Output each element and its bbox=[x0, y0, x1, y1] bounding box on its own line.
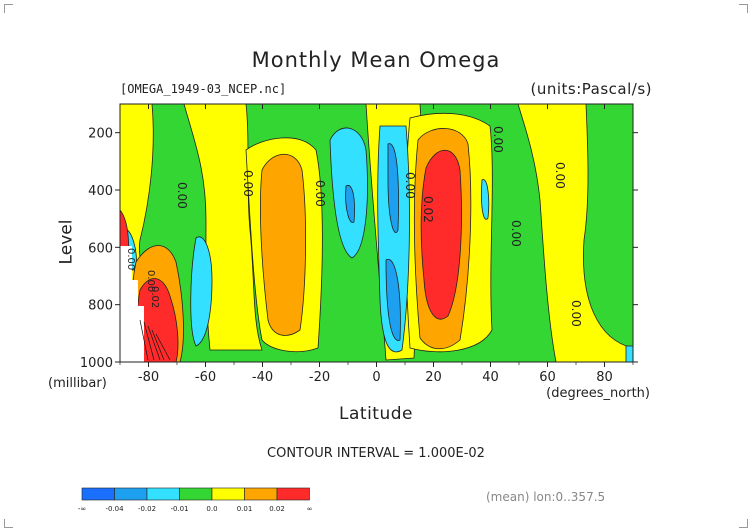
x-axis-unit: (degrees_north) bbox=[546, 386, 650, 401]
x-tick-label: 40 bbox=[482, 370, 499, 385]
file-label: [OMEGA_1949-03_NCEP.nc] bbox=[120, 82, 287, 96]
x-tick-label: -80 bbox=[138, 370, 159, 385]
contour-label: 0.00 bbox=[403, 172, 417, 199]
region-blue-equator-b bbox=[387, 143, 399, 233]
contour-label: 0.02 bbox=[149, 286, 160, 308]
y-tick-label: 800 bbox=[88, 299, 113, 314]
y-tick-label: 600 bbox=[88, 241, 113, 256]
chart-title: Monthly Mean Omega bbox=[251, 48, 501, 72]
contour-label: 0.00 bbox=[509, 220, 523, 247]
crop-mark-bottom-left bbox=[4, 519, 13, 528]
contour-interval-label: CONTOUR INTERVAL = 1.000E-02 bbox=[267, 446, 485, 461]
colorbar-swatch bbox=[146, 487, 180, 501]
colorbar-label: -∞ bbox=[78, 505, 86, 513]
region-orange-subtropics-south bbox=[260, 153, 307, 336]
colorbar-swatch bbox=[244, 487, 278, 501]
colorbar-swatch bbox=[179, 487, 213, 501]
x-tick-label: 20 bbox=[425, 370, 442, 385]
region-cyan-equator bbox=[377, 125, 410, 353]
crop-mark-top-right bbox=[739, 4, 748, 13]
region-blue-equator-c bbox=[385, 259, 401, 341]
x-tick-label: -20 bbox=[309, 370, 330, 385]
mean-note: (mean) lon:0..357.5 bbox=[486, 490, 606, 504]
colorbar-label: 0.0 bbox=[206, 505, 217, 513]
crop-mark-bottom-right bbox=[739, 519, 748, 528]
contour-label: 0.00 bbox=[125, 248, 136, 270]
contour-labels: 0.00 0.00 0.00 0.00 0.02 0.00 0.00 0.00 … bbox=[125, 126, 583, 327]
y-axis-unit: (millibar) bbox=[48, 376, 107, 391]
colorbar-swatch bbox=[114, 487, 148, 501]
colorbar: -∞ -0.04 -0.02 -0.01 0.0 0.01 0.02 ∞ bbox=[78, 487, 313, 513]
x-tick-label: 60 bbox=[539, 370, 556, 385]
region-cyan-north-pole bbox=[625, 345, 633, 362]
region-yellow-northern bbox=[517, 104, 633, 362]
steep-gradient-lines bbox=[139, 319, 171, 361]
colorbar-label: -0.02 bbox=[138, 505, 156, 513]
colorbar-label: ∞ bbox=[307, 505, 313, 513]
colorbar-label: 0.02 bbox=[269, 505, 285, 513]
contour-label: 0.00 bbox=[491, 126, 505, 153]
x-tick-label: -60 bbox=[195, 370, 216, 385]
masked-step-2 bbox=[138, 306, 144, 362]
units-label: (units:Pascal/s) bbox=[530, 80, 652, 98]
contour-label: 0.02 bbox=[421, 196, 435, 223]
contour-label: 0.00 bbox=[145, 270, 156, 292]
x-tick-label: -40 bbox=[252, 370, 273, 385]
x-tick-label: 0 bbox=[372, 370, 380, 385]
colorbar-swatch bbox=[211, 487, 245, 501]
colorbar-swatch bbox=[81, 487, 115, 501]
region-cyan-north bbox=[481, 179, 490, 220]
y-axis: 200 400 600 800 1000 bbox=[80, 127, 638, 371]
y-tick-label: 400 bbox=[88, 184, 113, 199]
x-axis-label: Latitude bbox=[339, 404, 413, 424]
masked-step-1 bbox=[132, 280, 138, 362]
crop-mark-top-left bbox=[4, 4, 13, 13]
colorbar-label: -0.04 bbox=[105, 505, 124, 513]
x-axis: -80 -60 -40 -20 0 20 40 60 80 bbox=[119, 104, 634, 385]
masked-below-ground bbox=[120, 246, 132, 362]
y-tick-label: 200 bbox=[88, 127, 113, 142]
y-tick-label: 1000 bbox=[80, 356, 113, 371]
colorbar-label: -0.01 bbox=[170, 505, 188, 513]
region-red-tropics-north bbox=[420, 149, 462, 320]
contour-label: 0.00 bbox=[569, 300, 583, 327]
colorbar-swatch bbox=[276, 487, 310, 501]
x-tick-label: 80 bbox=[596, 370, 613, 385]
contour-label: 0.00 bbox=[553, 162, 567, 189]
contour-label: 0.00 bbox=[241, 170, 255, 197]
contour-label: 0.00 bbox=[175, 182, 189, 209]
region-cyan-south bbox=[190, 236, 213, 347]
colorbar-label: 0.01 bbox=[237, 505, 253, 513]
region-blue-equator-a bbox=[345, 184, 355, 223]
contour-label: 0.00 bbox=[313, 180, 327, 207]
